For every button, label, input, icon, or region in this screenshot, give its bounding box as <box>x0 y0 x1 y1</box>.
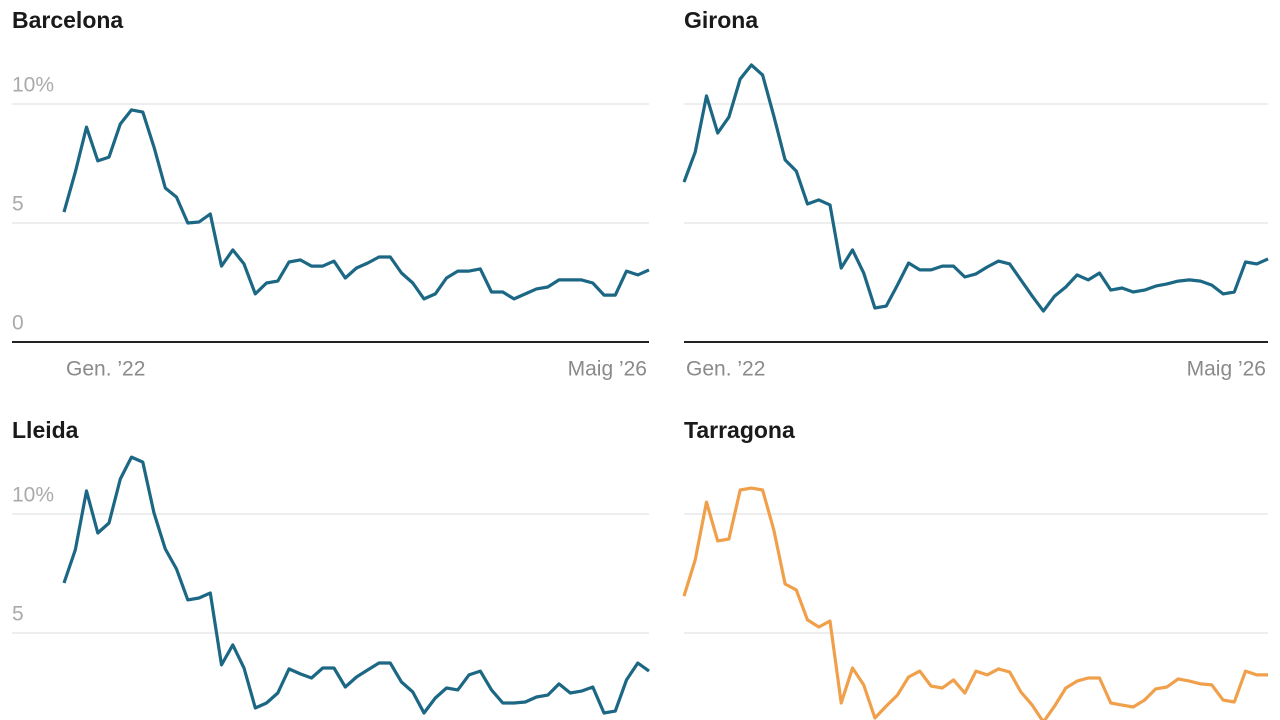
panel-title: Girona <box>684 7 758 33</box>
x-tick-label: Maig ’26 <box>568 358 647 381</box>
data-line <box>682 63 1269 313</box>
y-tick-label: 10% <box>12 484 54 507</box>
panel-title: Lleida <box>12 417 79 443</box>
y-tick-label: 5 <box>12 603 24 626</box>
data-line <box>62 108 650 301</box>
x-tick-label: Gen. ’22 <box>686 358 765 381</box>
x-tick-label: Maig ’26 <box>1187 358 1266 381</box>
data-line <box>682 486 1268 720</box>
panel-title: Barcelona <box>12 7 123 33</box>
panel-title: Tarragona <box>684 417 795 443</box>
x-tick-label: Gen. ’22 <box>66 358 145 381</box>
y-tick-label: 5 <box>12 193 24 216</box>
y-tick-label: 0 <box>12 312 24 335</box>
y-tick-label: 10% <box>12 74 54 97</box>
data-line <box>62 455 650 715</box>
